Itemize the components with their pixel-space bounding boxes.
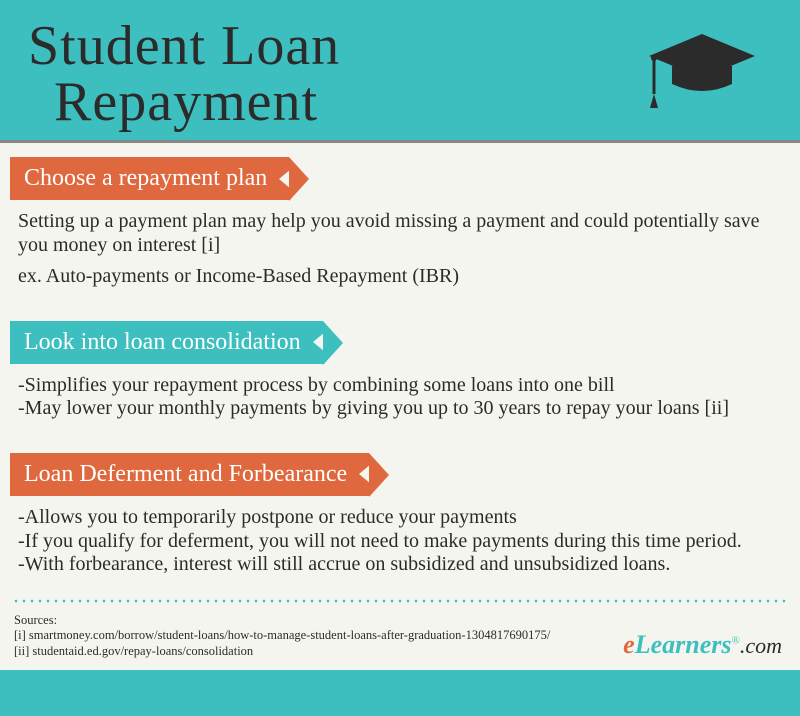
title-line-1: Student Loan	[28, 15, 340, 77]
graduation-cap-icon	[642, 26, 762, 121]
section-deferment: Loan Deferment and Forbearance -Allows y…	[0, 439, 800, 595]
body-text-3: -Allows you to temporarily postpone or r…	[0, 506, 800, 595]
elearners-logo: eLearners®.com	[623, 630, 782, 660]
sources-block: Sources: [i] smartmoney.com/borrow/stude…	[14, 613, 550, 660]
ribbon-heading-3: Loan Deferment and Forbearance	[10, 453, 369, 496]
title-line-2: Repayment	[28, 71, 318, 133]
heading-text-3: Loan Deferment and Forbearance	[24, 461, 347, 487]
logo-e: e	[623, 630, 635, 659]
page-title: Student Loan Repayment	[28, 18, 340, 130]
wave-divider	[12, 599, 788, 603]
sources-label: Sources:	[14, 613, 550, 629]
heading-text-1: Choose a repayment plan	[24, 165, 267, 191]
heading-text-2: Look into loan consolidation	[24, 329, 301, 355]
para-1b: ex. Auto-payments or Income-Based Repaym…	[18, 265, 782, 289]
logo-com: .com	[740, 633, 782, 658]
body-text-2: -Simplifies your repayment process by co…	[0, 374, 800, 439]
para-3a: -Allows you to temporarily postpone or r…	[18, 506, 782, 577]
body-text-1: Setting up a payment plan may help you a…	[0, 210, 800, 307]
source-2: [ii] studentaid.ed.gov/repay-loans/conso…	[14, 644, 550, 660]
para-2a: -Simplifies your repayment process by co…	[18, 374, 782, 421]
ribbon-heading-2: Look into loan consolidation	[10, 321, 323, 364]
section-consolidation: Look into loan consolidation -Simplifies…	[0, 307, 800, 439]
source-1: [i] smartmoney.com/borrow/student-loans/…	[14, 628, 550, 644]
header: Student Loan Repayment	[0, 0, 800, 140]
ribbon-heading-1: Choose a repayment plan	[10, 157, 289, 200]
logo-reg: ®	[731, 634, 739, 646]
content-area: Choose a repayment plan Setting up a pay…	[0, 140, 800, 670]
logo-learners: Learners	[635, 630, 732, 659]
para-1a: Setting up a payment plan may help you a…	[18, 210, 782, 257]
section-repayment-plan: Choose a repayment plan Setting up a pay…	[0, 143, 800, 307]
footer: Sources: [i] smartmoney.com/borrow/stude…	[0, 607, 800, 664]
